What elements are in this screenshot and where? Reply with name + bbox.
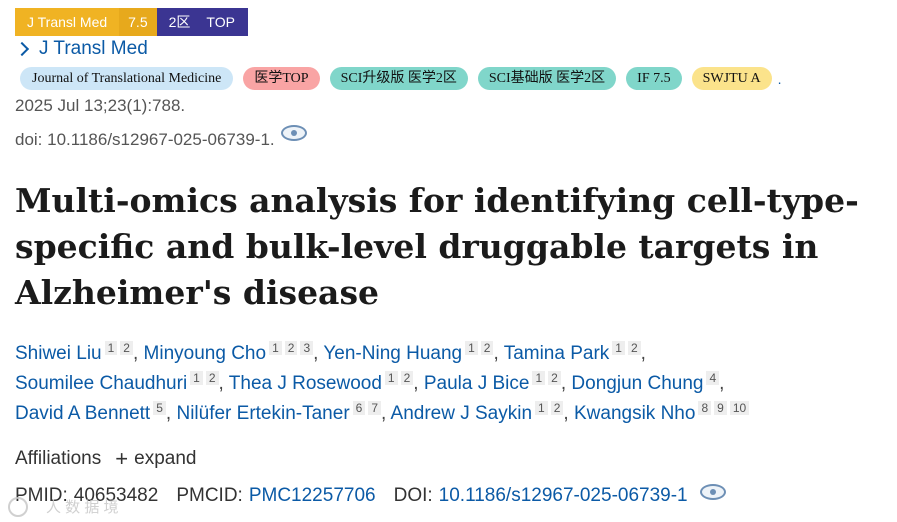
affiliation-ref[interactable]: 2: [627, 341, 641, 355]
eye-icon[interactable]: [280, 125, 307, 141]
affiliations-toggle[interactable]: Affiliations + expand: [15, 446, 196, 472]
zone-badge: 2区: [156, 8, 203, 36]
chevron-right-icon: [14, 41, 30, 57]
doi-text: doi: 10.1186/s12967-025-06739-1.: [15, 130, 275, 149]
affiliation-ref[interactable]: 1: [269, 341, 282, 355]
author-link[interactable]: Paula J Bice: [423, 373, 530, 394]
affiliation-ref[interactable]: 2: [284, 341, 298, 355]
affiliation-ref[interactable]: 2: [400, 371, 414, 385]
affiliation-ref[interactable]: 1: [104, 341, 118, 355]
author-item: David A Bennett 5,: [15, 401, 177, 424]
affiliation-ref[interactable]: 1: [465, 341, 478, 355]
author-item: Paula J Bice 1 2,: [423, 371, 572, 394]
author-item: Kwangsik Nho 8 9 10: [573, 401, 750, 424]
author-item: Nilüfer Ertekin-Taner 6 7,: [176, 401, 391, 424]
author-item: Yen-Ning Huang 1 2,: [323, 341, 504, 364]
author-link[interactable]: Minyoung Cho: [143, 343, 267, 364]
impact-factor-badge: 7.5: [119, 8, 157, 36]
affiliation-ref[interactable]: 2: [120, 341, 133, 355]
affiliation-ref[interactable]: 2: [548, 371, 561, 385]
plus-icon: +: [115, 446, 129, 471]
pmid-value: 40653482: [73, 485, 159, 506]
author-link[interactable]: Kwangsik Nho: [573, 403, 696, 424]
author-link[interactable]: Tamina Park: [503, 343, 610, 364]
author-link[interactable]: Thea J Rosewood: [228, 373, 382, 394]
author-item: Minyoung Cho 1 2 3,: [143, 341, 324, 364]
author-link[interactable]: Dongjun Chung: [571, 373, 704, 394]
author-item: Soumilee Chaudhuri 1 2,: [15, 371, 229, 394]
affiliation-ref[interactable]: 5: [153, 401, 166, 415]
pmid-label: PMID:: [15, 485, 68, 506]
author-link[interactable]: Shiwei Liu: [15, 343, 102, 364]
tag-swjtu[interactable]: SWJTU A: [691, 67, 772, 90]
author-item: Andrew J Saykin 1 2,: [390, 401, 574, 424]
author-link[interactable]: Yen-Ning Huang: [323, 343, 463, 364]
journal-badge-bar: J Transl Med 7.5 2区 TOP: [15, 8, 248, 36]
tag-journal-name[interactable]: Journal of Translational Medicine: [20, 67, 234, 90]
pmcid-label: PMCID:: [176, 485, 243, 506]
affiliation-ref[interactable]: 2: [205, 371, 219, 385]
doi-label: DOI:: [393, 485, 433, 506]
affiliation-ref[interactable]: 4: [706, 371, 720, 385]
tags-end-period: .: [777, 70, 782, 87]
affiliation-ref[interactable]: 8: [698, 401, 712, 415]
pmcid-link[interactable]: PMC12257706: [248, 485, 376, 506]
author-item: Tamina Park 1 2,: [503, 341, 646, 364]
tag-sci-basic[interactable]: SCI基础版 医学2区: [477, 67, 617, 90]
top-badge: TOP: [202, 8, 248, 36]
article-title: Multi-omics analysis for identifying cel…: [15, 181, 859, 312]
affiliation-ref[interactable]: 9: [714, 401, 727, 415]
affiliation-ref[interactable]: 1: [535, 401, 548, 415]
tag-impact-factor[interactable]: IF 7.5: [626, 67, 682, 90]
author-item: Dongjun Chung 4,: [571, 371, 725, 394]
article-identifiers: PMID: 40653482 PMCID: PMC12257706 DOI: 1…: [15, 484, 726, 507]
affiliation-ref[interactable]: 1: [190, 371, 203, 385]
affiliation-ref[interactable]: 3: [300, 341, 314, 355]
author-list: Shiwei Liu 1 2, Minyoung Cho 1 2 3, Yen-Ning …: [15, 339, 885, 429]
tag-sci-upgrade[interactable]: SCI升级版 医学2区: [329, 67, 468, 90]
author-link[interactable]: Andrew J Saykin: [390, 403, 533, 424]
affiliation-ref[interactable]: 1: [384, 371, 398, 385]
watermark: 人 数 据 境: [8, 496, 119, 517]
journal-tags: Journal of Translational Medicine 医学TOP …: [20, 67, 781, 90]
affiliation-ref[interactable]: 2: [480, 341, 494, 355]
author-link[interactable]: Nilüfer Ertekin-Taner: [176, 403, 350, 424]
affiliation-ref[interactable]: 6: [352, 401, 366, 415]
citation-line: 2025 Jul 13;23(1):788.: [15, 96, 186, 115]
affiliation-ref[interactable]: 1: [532, 371, 546, 385]
doi-link[interactable]: 10.1186/s12967-025-06739-1: [438, 485, 688, 506]
affiliation-ref[interactable]: 2: [550, 401, 564, 415]
doi-line: doi: 10.1186/s12967-025-06739-1.: [15, 125, 307, 150]
author-item: Thea J Rosewood 1 2,: [228, 371, 424, 394]
watermark-text: 人 数 据 境: [46, 499, 119, 516]
affiliation-ref[interactable]: 1: [612, 341, 625, 355]
affiliations-label: Affiliations: [15, 448, 102, 469]
author-link[interactable]: Soumilee Chaudhuri: [15, 373, 188, 394]
affiliation-ref[interactable]: 7: [368, 401, 382, 415]
journal-link[interactable]: J Transl Med: [14, 38, 148, 60]
journal-badge[interactable]: J Transl Med: [15, 8, 120, 36]
expand-label[interactable]: expand: [134, 448, 197, 469]
author-link[interactable]: David A Bennett: [15, 403, 151, 424]
author-item: Shiwei Liu 1 2,: [15, 341, 144, 364]
watermark-logo-icon: [8, 496, 28, 517]
eye-icon[interactable]: [699, 484, 726, 500]
journal-link-label: J Transl Med: [39, 38, 148, 59]
affiliation-ref[interactable]: 10: [729, 401, 750, 415]
tag-med-top[interactable]: 医学TOP: [243, 67, 320, 90]
